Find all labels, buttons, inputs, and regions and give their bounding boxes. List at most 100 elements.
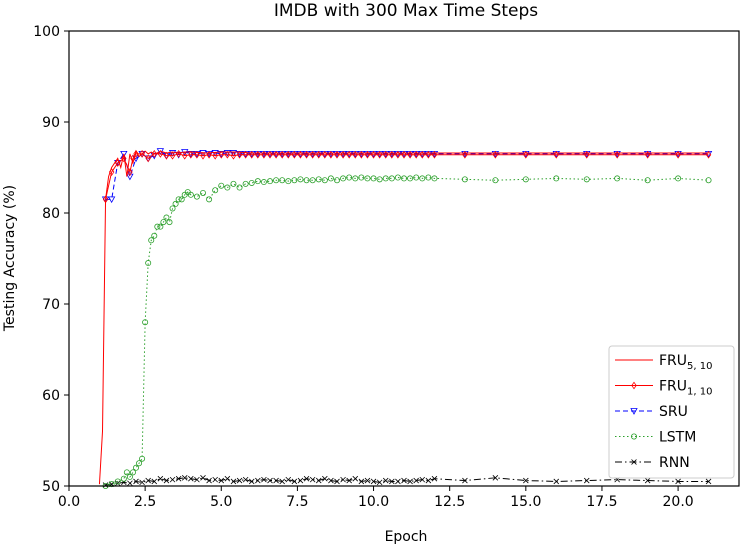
data-point-x	[236, 477, 243, 484]
data-point-circle	[236, 184, 243, 191]
data-point-x	[169, 476, 176, 483]
legend-item: LSTM	[615, 430, 696, 446]
data-point-diamond	[224, 150, 231, 159]
data-point-circle	[413, 174, 420, 181]
legend-label: SRU	[659, 404, 688, 420]
data-point-x	[206, 477, 212, 484]
data-point-x	[425, 477, 432, 484]
data-point-circle	[242, 180, 249, 187]
legend-box	[608, 345, 735, 479]
data-point-circle	[631, 433, 638, 440]
data-point-x	[492, 475, 499, 481]
data-point-x	[157, 475, 164, 482]
chart-title: IMDB with 300 Max Time Steps	[274, 1, 538, 21]
data-point-circle	[145, 260, 152, 267]
data-point-circle	[352, 175, 359, 182]
data-point-x	[705, 478, 712, 485]
data-point-diamond	[364, 150, 371, 159]
data-point-x	[419, 476, 426, 483]
data-point-x	[382, 477, 389, 484]
legend-label: RNN	[659, 455, 690, 471]
data-point-x	[389, 478, 395, 485]
data-point-diamond	[462, 150, 468, 159]
data-point-diamond	[127, 168, 133, 176]
series-line	[105, 177, 709, 487]
data-point-circle	[614, 175, 621, 182]
legend: FRU5, 10 FRU1, 10 SRU LSTM RNN	[608, 345, 735, 479]
x-tick-label: 17.5	[586, 494, 617, 510]
data-point-diamond	[163, 151, 170, 160]
data-point-triangle	[211, 150, 219, 157]
data-point-x	[248, 478, 255, 485]
data-point-diamond	[389, 150, 395, 159]
data-point-x	[309, 476, 316, 483]
x-axis-label: Epoch	[385, 529, 428, 545]
data-point-x	[181, 475, 188, 481]
data-point-circle	[285, 178, 292, 185]
data-point-circle	[492, 177, 499, 184]
data-point-x	[523, 477, 529, 484]
data-point-diamond	[303, 150, 310, 159]
legend-item: RNN	[615, 455, 690, 471]
data-point-circle	[154, 223, 161, 230]
data-point-circle	[522, 176, 529, 183]
data-point-triangle	[630, 408, 638, 415]
data-point-circle	[291, 177, 298, 184]
data-point-circle	[178, 196, 185, 203]
data-point-circle	[108, 481, 115, 488]
data-point-diamond	[358, 150, 365, 159]
data-point-circle	[172, 200, 179, 207]
data-point-triangle	[168, 150, 177, 157]
data-point-diamond	[212, 151, 218, 160]
data-point-circle	[346, 174, 353, 181]
data-point-circle	[388, 175, 395, 182]
data-point-x	[175, 475, 182, 482]
data-point-x	[303, 475, 310, 482]
data-point-x	[346, 477, 352, 484]
data-point-diamond	[273, 150, 279, 159]
data-point-x	[194, 476, 200, 483]
data-point-diamond	[584, 150, 590, 159]
legend-item: FRU5, 10	[615, 353, 712, 372]
data-point-diamond	[352, 150, 358, 159]
data-point-circle	[644, 177, 651, 184]
series-lstm	[102, 174, 712, 489]
data-point-circle	[151, 232, 158, 239]
series-line	[105, 153, 709, 200]
data-point-diamond	[425, 150, 432, 159]
series-line	[105, 150, 709, 200]
data-point-circle	[160, 219, 167, 226]
data-point-diamond	[614, 150, 620, 159]
data-point-x	[242, 476, 249, 483]
data-point-triangle	[126, 173, 134, 181]
data-point-diamond	[242, 150, 249, 159]
data-point-diamond	[340, 150, 346, 159]
data-point-circle	[303, 177, 310, 184]
data-point-x	[395, 478, 401, 485]
x-axis: 0.0 2.5 5.0 7.5 10.0 12.5 15.0 17.5 20.0	[58, 486, 694, 510]
data-point-circle	[321, 177, 328, 184]
data-point-x	[407, 478, 413, 485]
legend-label: FRU5, 10	[659, 353, 712, 372]
data-point-diamond	[631, 381, 637, 390]
y-tick-label: 50	[42, 479, 60, 495]
data-point-diamond	[492, 150, 499, 159]
data-point-circle	[248, 179, 255, 186]
data-point-diamond	[413, 150, 419, 159]
data-point-circle	[169, 205, 176, 212]
data-point-x	[285, 476, 292, 483]
x-tick-label: 7.5	[286, 494, 308, 510]
data-point-x	[358, 478, 365, 485]
data-point-circle	[212, 187, 219, 194]
data-point-circle	[315, 176, 322, 183]
data-point-circle	[199, 189, 206, 196]
data-point-diamond	[279, 150, 285, 159]
data-point-circle	[297, 176, 304, 183]
data-point-diamond	[370, 150, 377, 159]
x-tick-label: 15.0	[510, 494, 541, 510]
data-point-circle	[407, 175, 414, 182]
data-point-diamond	[145, 154, 151, 163]
data-point-x	[334, 478, 340, 485]
data-point-circle	[675, 175, 682, 182]
data-point-x	[553, 478, 560, 485]
